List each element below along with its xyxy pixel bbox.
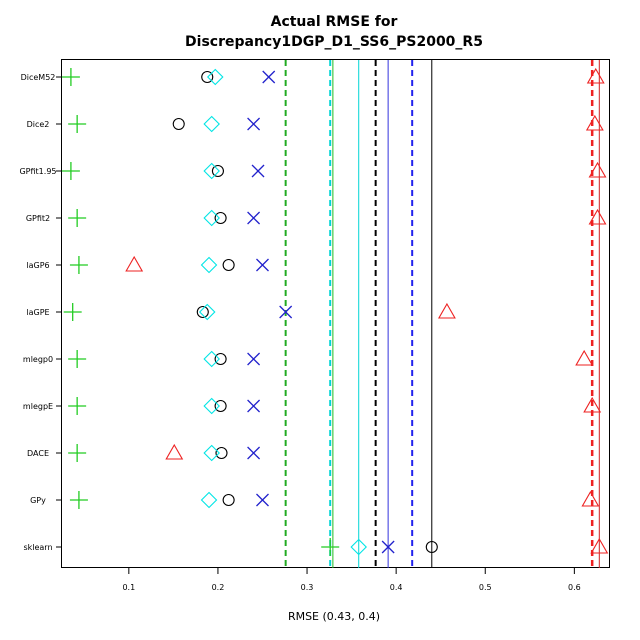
diamond-marker: [203, 397, 220, 415]
x-axis-ticks: 0.1 0.2 0.3 0.4 0.5 0.6: [122, 568, 581, 592]
cross-marker: [262, 70, 276, 84]
y-tick-label: GPfit1.95: [19, 167, 56, 176]
plus-marker: [63, 303, 82, 321]
y-tick-label: mlegpE: [23, 402, 53, 411]
cross-marker: [256, 258, 269, 272]
diamond-marker: [198, 303, 216, 321]
triangle-marker: [125, 255, 144, 272]
triangle-marker: [586, 67, 605, 84]
diamond-marker: [203, 115, 220, 133]
x-tick-label: 0.3: [301, 583, 314, 592]
triangle-marker: [590, 537, 609, 554]
cross-marker: [247, 352, 261, 366]
y-tick-label: GPy: [30, 496, 46, 505]
circle-marker: [215, 446, 228, 460]
triangle-marker: [588, 161, 607, 178]
plus-marker: [68, 397, 87, 415]
diamond-marker: [200, 256, 218, 274]
cross-marker: [279, 305, 293, 319]
plus-marker: [69, 491, 88, 509]
x-tick-label: 0.1: [122, 583, 135, 592]
circle-marker: [214, 399, 227, 413]
reference-lines: [284, 60, 600, 568]
y-tick-label: laGP6: [26, 261, 49, 270]
y-axis-labels: DiceM52 Dice2 GPfit1.95 GPfit2 laGP6 laGPE mle…: [19, 73, 62, 552]
x-tick-label: 0.5: [479, 583, 492, 592]
triangle-marker: [588, 208, 607, 225]
plus-marker: [68, 115, 87, 133]
diamond-marker: [206, 68, 224, 86]
diamond-marker: [203, 209, 220, 227]
diamond-marker: [203, 162, 220, 180]
data-points: [61, 67, 609, 556]
diamond-marker: [203, 350, 220, 368]
circle-marker: [172, 117, 185, 131]
triangle-marker: [583, 396, 602, 413]
triangle-marker: [581, 490, 600, 507]
circle-marker: [425, 540, 438, 554]
triangle-marker: [575, 349, 594, 366]
y-tick-label: Dice2: [27, 120, 50, 129]
circle-marker: [201, 70, 214, 84]
plus-marker: [61, 162, 80, 180]
plus-marker: [68, 209, 87, 227]
circle-marker: [196, 305, 209, 319]
x-tick-label: 0.4: [390, 583, 403, 592]
cross-marker: [247, 399, 261, 413]
plus-marker: [321, 538, 340, 556]
cross-marker: [381, 540, 395, 554]
cross-marker: [251, 164, 265, 178]
x-tick-label: 0.2: [212, 583, 225, 592]
cross-marker: [256, 493, 269, 507]
y-tick-label: GPfit2: [26, 214, 50, 223]
diamond-marker: [203, 444, 220, 462]
cross-marker: [247, 117, 261, 131]
plus-marker: [68, 444, 87, 462]
y-tick-label: laGPE: [26, 308, 49, 317]
circle-marker: [214, 352, 227, 366]
triangle-marker: [437, 302, 456, 319]
x-tick-label: 0.6: [568, 583, 581, 592]
circle-marker: [211, 164, 224, 178]
plus-marker: [69, 256, 88, 274]
y-tick-label: sklearn: [23, 543, 52, 552]
y-tick-label: mlegp0: [23, 355, 53, 364]
x-axis-label: RMSE (0.43, 0.4): [288, 610, 380, 623]
plot-frame: [61, 59, 610, 568]
cross-marker: [247, 211, 261, 225]
chart-title-line-1: Actual RMSE for: [271, 14, 398, 30]
chart-title-line-2: Discrepancy1DGP_D1_SS6_PS2000_R5: [185, 34, 483, 50]
triangle-marker: [585, 114, 604, 131]
triangle-marker: [165, 443, 184, 460]
y-tick-label: DACE: [27, 449, 49, 458]
circle-marker: [214, 211, 227, 225]
y-tick-label: DiceM52: [21, 73, 56, 82]
plus-marker: [61, 68, 80, 86]
circle-marker: [222, 493, 235, 507]
circle-marker: [222, 258, 235, 272]
plus-marker: [68, 350, 87, 368]
diamond-marker: [350, 538, 367, 556]
cross-marker: [247, 446, 261, 460]
diamond-marker: [200, 491, 218, 509]
